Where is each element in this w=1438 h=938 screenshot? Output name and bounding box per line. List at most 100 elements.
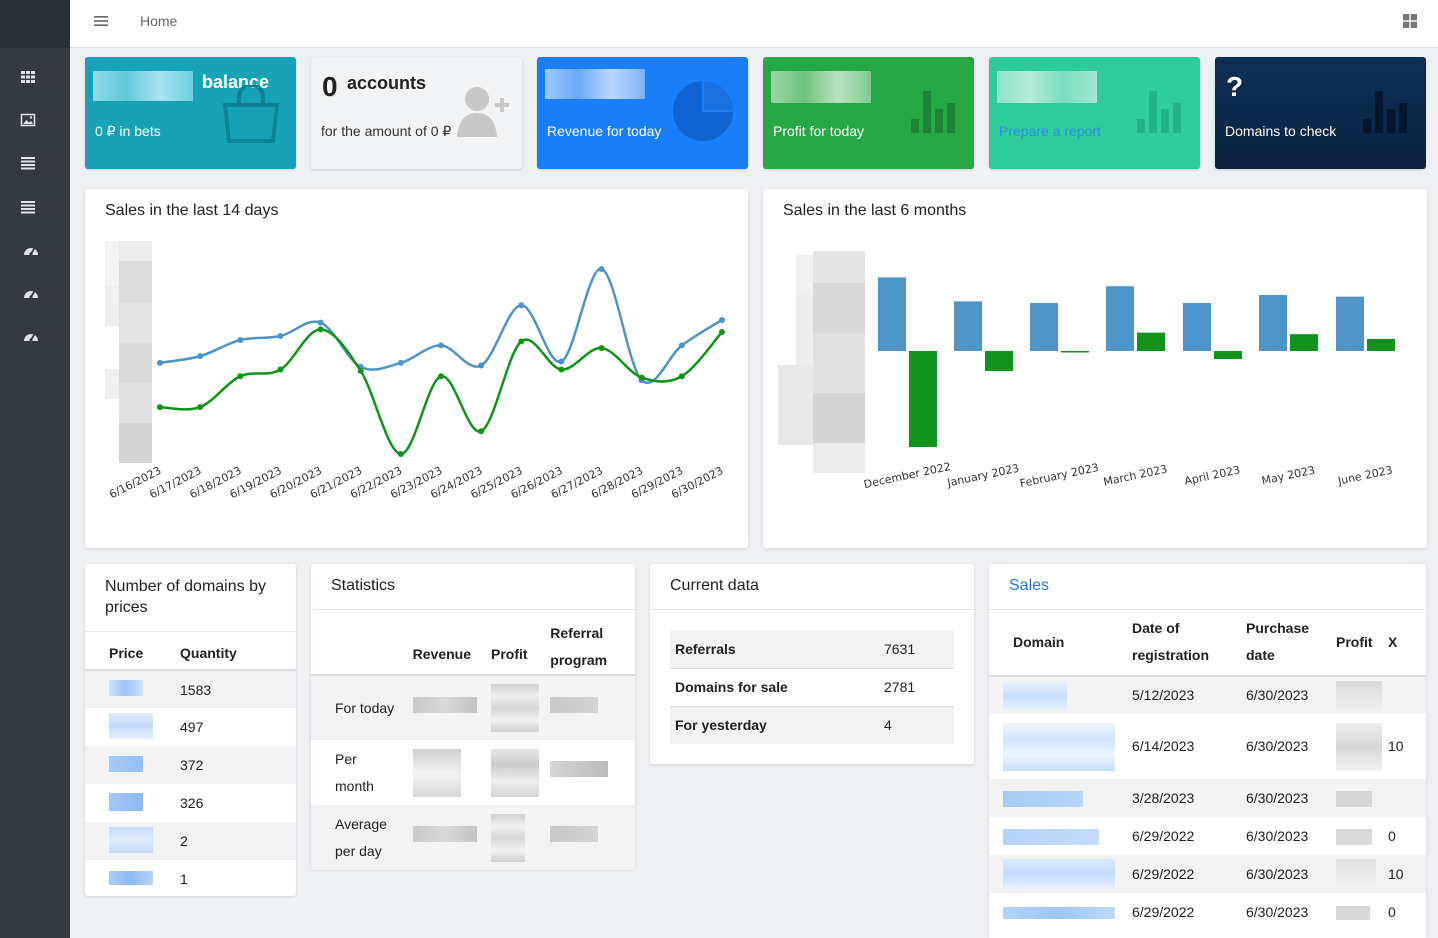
table-row: 326 [85,784,296,822]
dashboard-gauge-icon[interactable] [23,285,39,301]
redacted-value [997,71,1097,103]
data-point[interactable] [478,362,485,369]
bar[interactable] [1259,295,1287,351]
dashboard-gauge-icon[interactable] [23,328,39,344]
data-point[interactable] [317,319,324,326]
domains-by-price-table: Price Quantity 1583 497 372 326 2 1 [85,632,296,898]
for-yesterday-value: 4 [884,717,892,734]
data-point[interactable] [719,316,725,323]
redacted-domain [1003,790,1083,807]
menu-toggle-icon[interactable] [93,13,109,29]
for-yesterday-label: For yesterday [675,717,767,734]
bar-chart-icon [1137,91,1181,133]
report-tile[interactable]: Prepare a report [989,57,1200,169]
table-row: Referrals 7631 [670,630,954,668]
data-point[interactable] [197,353,204,360]
bar[interactable] [1367,339,1395,351]
x-tick-label: June 2023 [1336,463,1394,487]
list-icon[interactable] [20,199,36,215]
data-point[interactable] [438,373,444,380]
data-point[interactable] [558,358,565,365]
bar[interactable] [1137,332,1165,351]
redacted-value [550,761,609,777]
bar[interactable] [954,301,982,351]
accounts-tile[interactable]: 0 accounts for the amount of 0 ₽ [311,57,522,169]
sales-14-days-title: Sales in the last 14 days [105,202,279,219]
balance-bets-text: 0 ₽ in bets [95,123,161,139]
series-line-1 [159,267,723,384]
data-point[interactable] [277,366,284,373]
apps-grid-icon[interactable] [20,69,36,85]
data-point[interactable] [598,345,605,352]
bar[interactable] [1290,334,1318,351]
sales-table: Domain Date of registration Purchase dat… [989,610,1426,931]
bar[interactable] [1030,303,1058,351]
data-point[interactable] [277,333,284,340]
data-point[interactable] [638,374,645,381]
redacted-price [109,755,143,772]
data-point[interactable] [478,428,485,435]
bar[interactable] [1106,286,1134,351]
domains-check-count: ? [1226,71,1244,102]
image-icon[interactable] [20,112,36,128]
widgets-grid-icon[interactable] [1402,13,1418,29]
registration-date: 5/12/2023 [1132,687,1195,703]
bar[interactable] [878,277,906,351]
data-point[interactable] [719,329,725,336]
profit-label: Profit for today [773,123,865,139]
revenue-tile[interactable]: Revenue for today [537,57,748,169]
col-price: Price [109,645,144,661]
data-point[interactable] [157,404,163,411]
sales-14-days-card: Sales in the last 14 days 6/16/2023 6/17/… [85,189,748,548]
col-registration: Date of registration [1132,620,1210,663]
col-profit: Profit [490,646,528,662]
data-point[interactable] [397,451,404,457]
breadcrumb-home-link[interactable]: Home [140,13,178,29]
redacted-profit [1336,859,1376,889]
domains-for-sale-label: Domains for sale [675,679,788,695]
data-point[interactable] [438,342,444,349]
bar[interactable] [985,351,1013,371]
redacted-domain [1003,906,1115,919]
data-point[interactable] [197,404,204,411]
bar[interactable] [1336,296,1364,351]
x-value [1388,676,1426,714]
data-point[interactable] [598,266,605,272]
data-point[interactable] [157,359,163,366]
domains-for-sale-value: 2781 [884,679,916,695]
profit-tile[interactable]: Profit for today [763,57,974,169]
current-data-table: Referrals 7631 Domains for sale 2781 For… [670,630,954,744]
data-point[interactable] [518,338,525,345]
col-revenue: Revenue [412,646,471,662]
data-point[interactable] [237,337,244,344]
redacted-value [490,748,539,797]
balance-tile[interactable]: balance 0 ₽ in bets [85,57,296,169]
redacted-price [109,680,143,696]
data-point[interactable] [678,373,685,380]
bar[interactable] [1061,351,1089,353]
domains-check-tile[interactable]: ? Domains to check [1215,57,1426,169]
sales-link[interactable]: Sales [1009,577,1050,594]
bar[interactable] [1183,303,1211,351]
dashboard-gauge-icon[interactable] [23,242,39,258]
quantity-cell: 1 [180,871,188,887]
registration-date: 6/29/2022 [1132,903,1195,920]
data-point[interactable] [558,366,565,373]
quantity-cell: 372 [180,757,204,773]
bar[interactable] [1214,351,1242,359]
x-tick-label: March 2023 [1102,462,1168,488]
data-point[interactable] [678,342,685,349]
redacted-y-axis [778,251,865,473]
table-row: 2 [85,822,296,860]
list-icon[interactable] [20,155,36,171]
data-point[interactable] [397,359,404,366]
data-point[interactable] [518,302,525,309]
redacted-price [109,712,153,739]
data-point[interactable] [357,367,364,374]
prepare-report-link[interactable]: Prepare a report [999,123,1101,139]
col-quantity: Quantity [180,645,237,661]
bar[interactable] [909,351,937,447]
data-point[interactable] [317,326,324,333]
data-point[interactable] [237,373,244,380]
redacted-y-axis [105,241,152,463]
